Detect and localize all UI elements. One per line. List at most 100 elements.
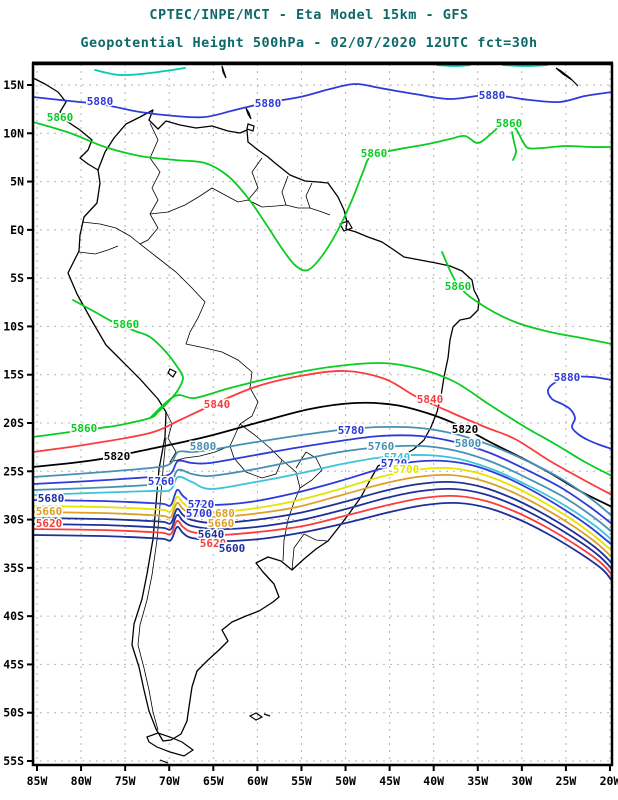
lon-tick-label: 65W <box>203 774 224 788</box>
lat-tick-label: EQ <box>10 223 24 237</box>
lon-tick-label: 85W <box>27 774 48 788</box>
lat-tick-label: 30S <box>3 513 24 527</box>
contour-label-5840: 5840 <box>417 393 444 406</box>
lat-tick-label: 15N <box>3 78 24 92</box>
lon-tick-label: 20W <box>600 774 618 788</box>
island-coastline <box>555 67 579 87</box>
country-border <box>137 437 167 731</box>
contour-label-5880: 5880 <box>255 97 282 110</box>
country-border <box>78 245 119 255</box>
contour-label-5860: 5860 <box>113 318 140 331</box>
lon-tick-label: 45W <box>379 774 400 788</box>
coastline <box>67 109 480 742</box>
contour-label-5780: 5780 <box>338 424 365 437</box>
page-subtitle: Geopotential Height 500hPa - 02/07/2020 … <box>80 34 538 51</box>
contour-label-5800: 5800 <box>455 437 482 450</box>
lat-tick-label: 25S <box>3 464 24 478</box>
contour-label-5620: 5620 <box>36 517 63 530</box>
lat-tick-label: 10N <box>3 126 24 140</box>
lat-tick-label: 45S <box>3 657 24 671</box>
contour-line-5860 <box>33 299 184 438</box>
contour-label-5860: 5860 <box>47 111 74 124</box>
contour-label-5640: 5640 <box>198 528 225 541</box>
contour-label-5700: 5700 <box>393 463 420 476</box>
country-border <box>229 423 283 479</box>
country-border <box>281 175 289 206</box>
island-coastline <box>248 712 264 721</box>
contour-label-5860: 5860 <box>361 147 388 160</box>
lon-tick-label: 30W <box>511 774 532 788</box>
lon-tick-label: 60W <box>247 774 268 788</box>
island-coastline <box>245 107 252 120</box>
country-border <box>81 221 141 245</box>
contour-line-5780 <box>33 434 612 525</box>
contour-label-5740: 5740 <box>384 451 411 464</box>
contour-line-5740 <box>33 454 612 541</box>
contour-label-5800: 5800 <box>190 440 217 453</box>
contour-line-5880 <box>546 375 612 450</box>
lon-tick-label: 35W <box>467 774 488 788</box>
contour-line-5900 <box>502 64 548 67</box>
lat-tick-label: 10S <box>3 319 24 333</box>
country-border <box>139 213 206 345</box>
contour-label-5620: 5620 <box>200 537 227 550</box>
map-frame <box>31 62 614 767</box>
country-border <box>149 122 161 215</box>
lat-tick-label: 40S <box>3 609 24 623</box>
contour-line-5800 <box>33 425 612 517</box>
contour-label-5720: 5720 <box>188 498 215 511</box>
contour-label-5720: 5720 <box>381 457 408 470</box>
contour-line-5860 <box>441 251 612 345</box>
lon-tick-label: 25W <box>556 774 577 788</box>
contour-label-5860: 5860 <box>445 280 472 293</box>
contour-line-5900 <box>436 64 471 67</box>
island-coastline <box>167 368 177 378</box>
contour-label-5880: 5880 <box>87 95 114 108</box>
contour-label-5880: 5880 <box>554 371 581 384</box>
country-border <box>295 451 323 489</box>
lon-tick-label: 40W <box>423 774 444 788</box>
country-border <box>247 157 263 201</box>
page-title: CPTEC/INPE/MCT - Eta Model 15km - GFS <box>149 7 469 23</box>
lat-tick-label: 50S <box>3 706 24 720</box>
contour-label-5820: 5820 <box>452 423 479 436</box>
country-border <box>305 182 313 209</box>
lon-tick-label: 70W <box>159 774 180 788</box>
coastline <box>33 77 99 171</box>
lat-tick-label: 5N <box>10 175 24 189</box>
island-coastline <box>159 759 169 764</box>
contour-line-5600 <box>33 501 612 582</box>
contour-line-5860 <box>149 362 612 477</box>
contour-label-5600: 5600 <box>219 542 246 555</box>
contour-line-5700 <box>33 466 612 552</box>
contour-label-5880: 5880 <box>479 89 506 102</box>
contour-line-5860 <box>511 131 517 161</box>
lon-tick-label: 80W <box>71 774 92 788</box>
contour-label-5820: 5820 <box>104 450 131 463</box>
lat-tick-label: 15S <box>3 368 24 382</box>
contour-line-5660 <box>33 480 612 564</box>
lon-tick-label: 75W <box>115 774 136 788</box>
country-border <box>149 187 331 216</box>
contour-label-5760: 5760 <box>368 440 395 453</box>
contour-label-5660: 5660 <box>208 517 235 530</box>
map-titles: CPTEC/INPE/MCT - Eta Model 15km - GFS Ge… <box>0 0 618 50</box>
contour-label-5860: 5860 <box>496 117 523 130</box>
island-coastline <box>263 713 271 717</box>
lat-tick-label: 5S <box>10 271 24 285</box>
contour-label-5700: 5700 <box>186 507 213 520</box>
country-border <box>165 411 241 463</box>
contour-line-5880 <box>33 83 612 119</box>
contour-line-5760 <box>33 444 612 533</box>
country-border <box>185 343 259 425</box>
contour-line-5620 <box>33 494 612 576</box>
island-coastline <box>339 220 353 232</box>
lat-tick-label: 20S <box>3 416 24 430</box>
island-coastline <box>246 123 255 132</box>
island-coastline <box>146 732 195 757</box>
contour-label-680: 680 <box>215 507 235 520</box>
contour-line-5840 <box>33 370 612 496</box>
contour-line-5640 <box>33 487 612 570</box>
contour-label-5660: 5660 <box>36 505 63 518</box>
